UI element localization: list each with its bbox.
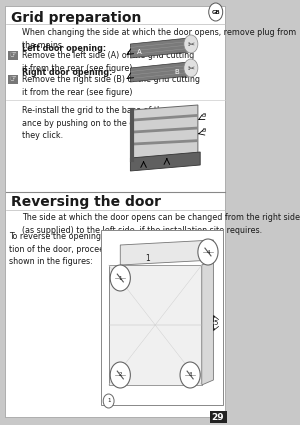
Text: ✂: ✂ (188, 63, 194, 73)
FancyBboxPatch shape (109, 265, 202, 385)
Text: The side at which the door opens can be changed from the right side
(as supplied: The side at which the door opens can be … (22, 213, 300, 235)
Text: 3: 3 (188, 372, 192, 377)
FancyBboxPatch shape (101, 230, 224, 405)
Text: a: a (202, 127, 206, 133)
Polygon shape (130, 62, 189, 82)
FancyBboxPatch shape (8, 75, 18, 84)
Text: 4: 4 (206, 249, 210, 255)
Text: 29: 29 (212, 413, 224, 422)
FancyBboxPatch shape (209, 411, 226, 423)
Text: When changing the side at which the door opens, remove plug from
the mains.: When changing the side at which the door… (22, 28, 296, 49)
Text: Re-install the grid to the base of the appli-
ance by pushing on to the clasps (: Re-install the grid to the base of the a… (22, 106, 192, 140)
Text: Right door opening:: Right door opening: (22, 68, 112, 77)
Text: Remove the left side (A) of the grid cutting
it from the rear (see figure): Remove the left side (A) of the grid cut… (22, 51, 194, 73)
Polygon shape (120, 240, 213, 265)
Circle shape (180, 362, 200, 388)
Circle shape (110, 265, 130, 291)
Text: ☞: ☞ (9, 75, 16, 84)
Text: 1: 1 (107, 399, 110, 403)
Text: 1: 1 (118, 275, 122, 281)
Circle shape (184, 59, 198, 77)
Text: B: B (175, 69, 179, 75)
Text: 1: 1 (145, 254, 150, 263)
Text: A: A (137, 49, 142, 55)
Text: Left door opening:: Left door opening: (22, 44, 106, 53)
Text: 5: 5 (214, 320, 218, 326)
Circle shape (110, 362, 130, 388)
Text: ☞: ☞ (9, 51, 16, 60)
Polygon shape (130, 152, 200, 171)
Polygon shape (202, 260, 213, 385)
Polygon shape (132, 105, 198, 160)
Text: 2: 2 (118, 372, 122, 377)
Text: Grid preparation: Grid preparation (11, 11, 141, 25)
Text: ✂: ✂ (188, 40, 194, 48)
Text: a: a (202, 112, 206, 118)
Text: GB: GB (212, 9, 220, 14)
Circle shape (103, 394, 114, 408)
Text: Reversing the door: Reversing the door (11, 195, 161, 209)
Text: To reverse the opening direc-
tion of the door, proceed as
shown in the figures:: To reverse the opening direc- tion of th… (9, 232, 127, 266)
FancyBboxPatch shape (5, 6, 225, 417)
Polygon shape (130, 38, 189, 58)
Text: Remove the right side (B) of the grid cutting
it from the rear (see figure): Remove the right side (B) of the grid cu… (22, 75, 200, 96)
Circle shape (209, 3, 223, 21)
Circle shape (184, 35, 198, 53)
Circle shape (198, 239, 218, 265)
FancyBboxPatch shape (8, 51, 18, 60)
